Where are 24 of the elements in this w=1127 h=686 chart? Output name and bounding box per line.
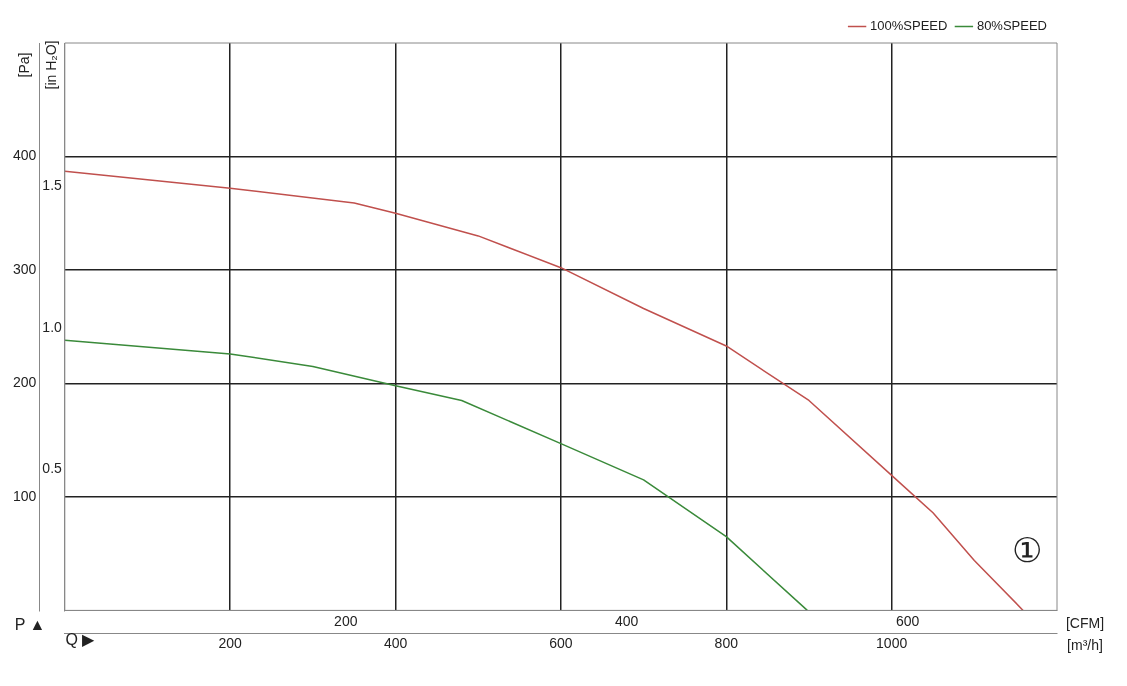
- legend-label: 80%SPEED: [976, 18, 1047, 34]
- x2-axis-title: [CFM]: [1065, 614, 1105, 631]
- y2-tick-label: 1.0: [42, 318, 63, 335]
- y2-axis-title: [in H₂O]: [42, 40, 59, 90]
- y-tick-label: 400: [13, 147, 37, 164]
- x2-tick-label: 200: [334, 612, 358, 629]
- y-tick-label: 100: [13, 487, 37, 504]
- y-tick-label: 300: [13, 260, 37, 277]
- x-axis-title: [m³/h]: [1067, 637, 1103, 654]
- text: P ▲: [14, 615, 46, 633]
- x-tick-label: 200: [218, 635, 243, 652]
- x-tick-label: 400: [383, 635, 408, 652]
- y-tick-label: 200: [13, 374, 37, 391]
- text: Q ▶: [65, 631, 96, 649]
- legend-label: 100%SPEED: [870, 18, 948, 34]
- x2-tick-label: 600: [895, 612, 920, 629]
- y2-tick-label: 0.5: [42, 459, 63, 476]
- x-tick-label: 800: [714, 635, 739, 652]
- y2-tick-label: 1.5: [42, 177, 63, 194]
- x-tick-label: 600: [549, 635, 573, 652]
- x2-tick-label: 400: [615, 612, 639, 629]
- x-tick-label: 1000: [876, 635, 908, 652]
- y-axis-title: [Pa]: [15, 52, 32, 78]
- annotation: ①: [1012, 530, 1042, 569]
